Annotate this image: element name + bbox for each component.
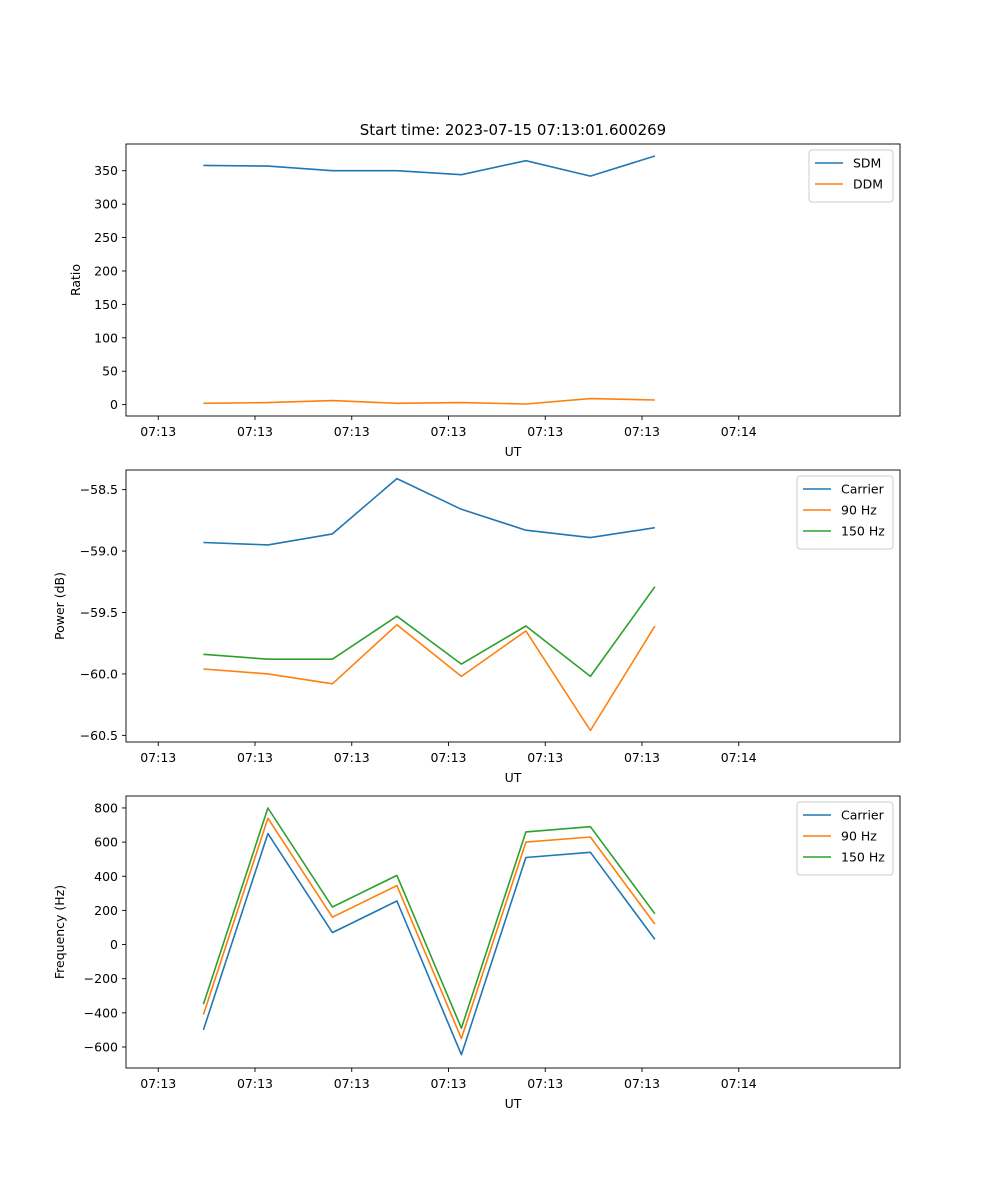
x-tick-label: 07:14 [721,1076,757,1091]
x-tick-label: 07:13 [624,1076,660,1091]
legend-label-carrier: Carrier [841,482,885,497]
x-tick-label: 07:14 [721,424,757,439]
axes-frame [125,143,901,417]
axes-frame [125,795,901,1069]
y-tick-label: 0 [110,397,118,412]
y-tick-label: 600 [94,835,118,850]
legend-label-90-hz: 90 Hz [841,829,877,844]
axes-frame [125,469,901,743]
y-tick-label: −60.0 [80,666,118,681]
series-line-150-hz [203,586,656,678]
x-tick-label: 07:13 [624,424,660,439]
legend: Carrier 90 Hz 150 Hz [796,801,894,876]
y-tick-label: −200 [84,971,118,986]
legend-label-ddm: DDM [853,177,883,192]
series-line-sdm [203,155,656,177]
y-tick-label: 150 [94,297,118,312]
legend: Carrier 90 Hz 150 Hz [796,475,894,550]
legend-label-150-hz: 150 Hz [841,850,885,865]
x-axis-label: UT [505,444,522,459]
x-tick-label: 07:13 [334,424,370,439]
x-tick-label: 07:13 [430,424,466,439]
x-tick-label: 07:13 [527,1076,563,1091]
series-line-carrier [203,477,656,546]
legend-label-sdm: SDM [853,156,881,171]
x-tick-label: 07:13 [237,424,273,439]
x-tick-label: 07:14 [721,750,757,765]
series-line-carrier [202,832,656,1056]
legend-label-90-hz: 90 Hz [841,503,877,518]
y-tick-label: 350 [94,163,118,178]
y-axis-label: Power (dB) [52,572,67,640]
y-tick-label: −59.0 [80,544,118,559]
y-tick-label: 50 [102,364,118,379]
x-tick-label: 07:13 [237,1076,273,1091]
chart-panel-1: 07:13 07:13 07:13 07:13 07:13 07:13 07:14 0 50 10… [68,143,901,459]
y-tick-label: 200 [94,263,118,278]
x-tick-label: 07:13 [430,1076,466,1091]
legend-label-150-hz: 150 Hz [841,524,885,539]
x-tick-label: 07:13 [334,750,370,765]
x-tick-label: 07:13 [140,750,176,765]
y-tick-label: 0 [110,937,118,952]
x-tick-label: 07:13 [334,1076,370,1091]
x-axis-label: UT [505,1096,522,1111]
x-tick-label: 07:13 [237,750,273,765]
x-tick-label: 07:13 [527,750,563,765]
y-tick-label: −600 [84,1039,118,1054]
legend: SDM DDM [808,149,894,203]
y-tick-label: −59.5 [80,605,118,620]
x-tick-label: 07:13 [140,1076,176,1091]
chart-panel-3: 07:13 07:13 07:13 07:13 07:13 07:13 07:14 −600 −… [52,795,901,1111]
series-line-150-hz [202,807,656,1029]
y-tick-label: 800 [94,800,118,815]
x-tick-label: 07:13 [527,424,563,439]
y-tick-label: 400 [94,869,118,884]
x-tick-label: 07:13 [140,424,176,439]
y-tick-label: 200 [94,903,118,918]
figure-title: Start time: 2023-07-15 07:13:01.600269 [359,121,667,139]
y-axis-label: Ratio [68,264,83,296]
y-tick-label: 100 [94,330,118,345]
y-tick-label: −400 [84,1005,118,1020]
y-tick-label: 250 [94,230,118,245]
y-tick-label: −58.5 [80,482,118,497]
series-line-90-hz [202,817,656,1040]
x-axis-label: UT [505,770,522,785]
x-tick-label: 07:13 [624,750,660,765]
y-tick-label: 300 [94,197,118,212]
y-axis-label: Frequency (Hz) [52,885,67,979]
legend-label-carrier: Carrier [841,808,885,823]
series-line-ddm [203,397,655,405]
y-tick-label: −60.5 [80,728,118,743]
x-tick-label: 07:13 [430,750,466,765]
chart-panel-2: 07:13 07:13 07:13 07:13 07:13 07:13 07:14 −60.5… [52,469,901,785]
series-line-90-hz [203,623,656,732]
